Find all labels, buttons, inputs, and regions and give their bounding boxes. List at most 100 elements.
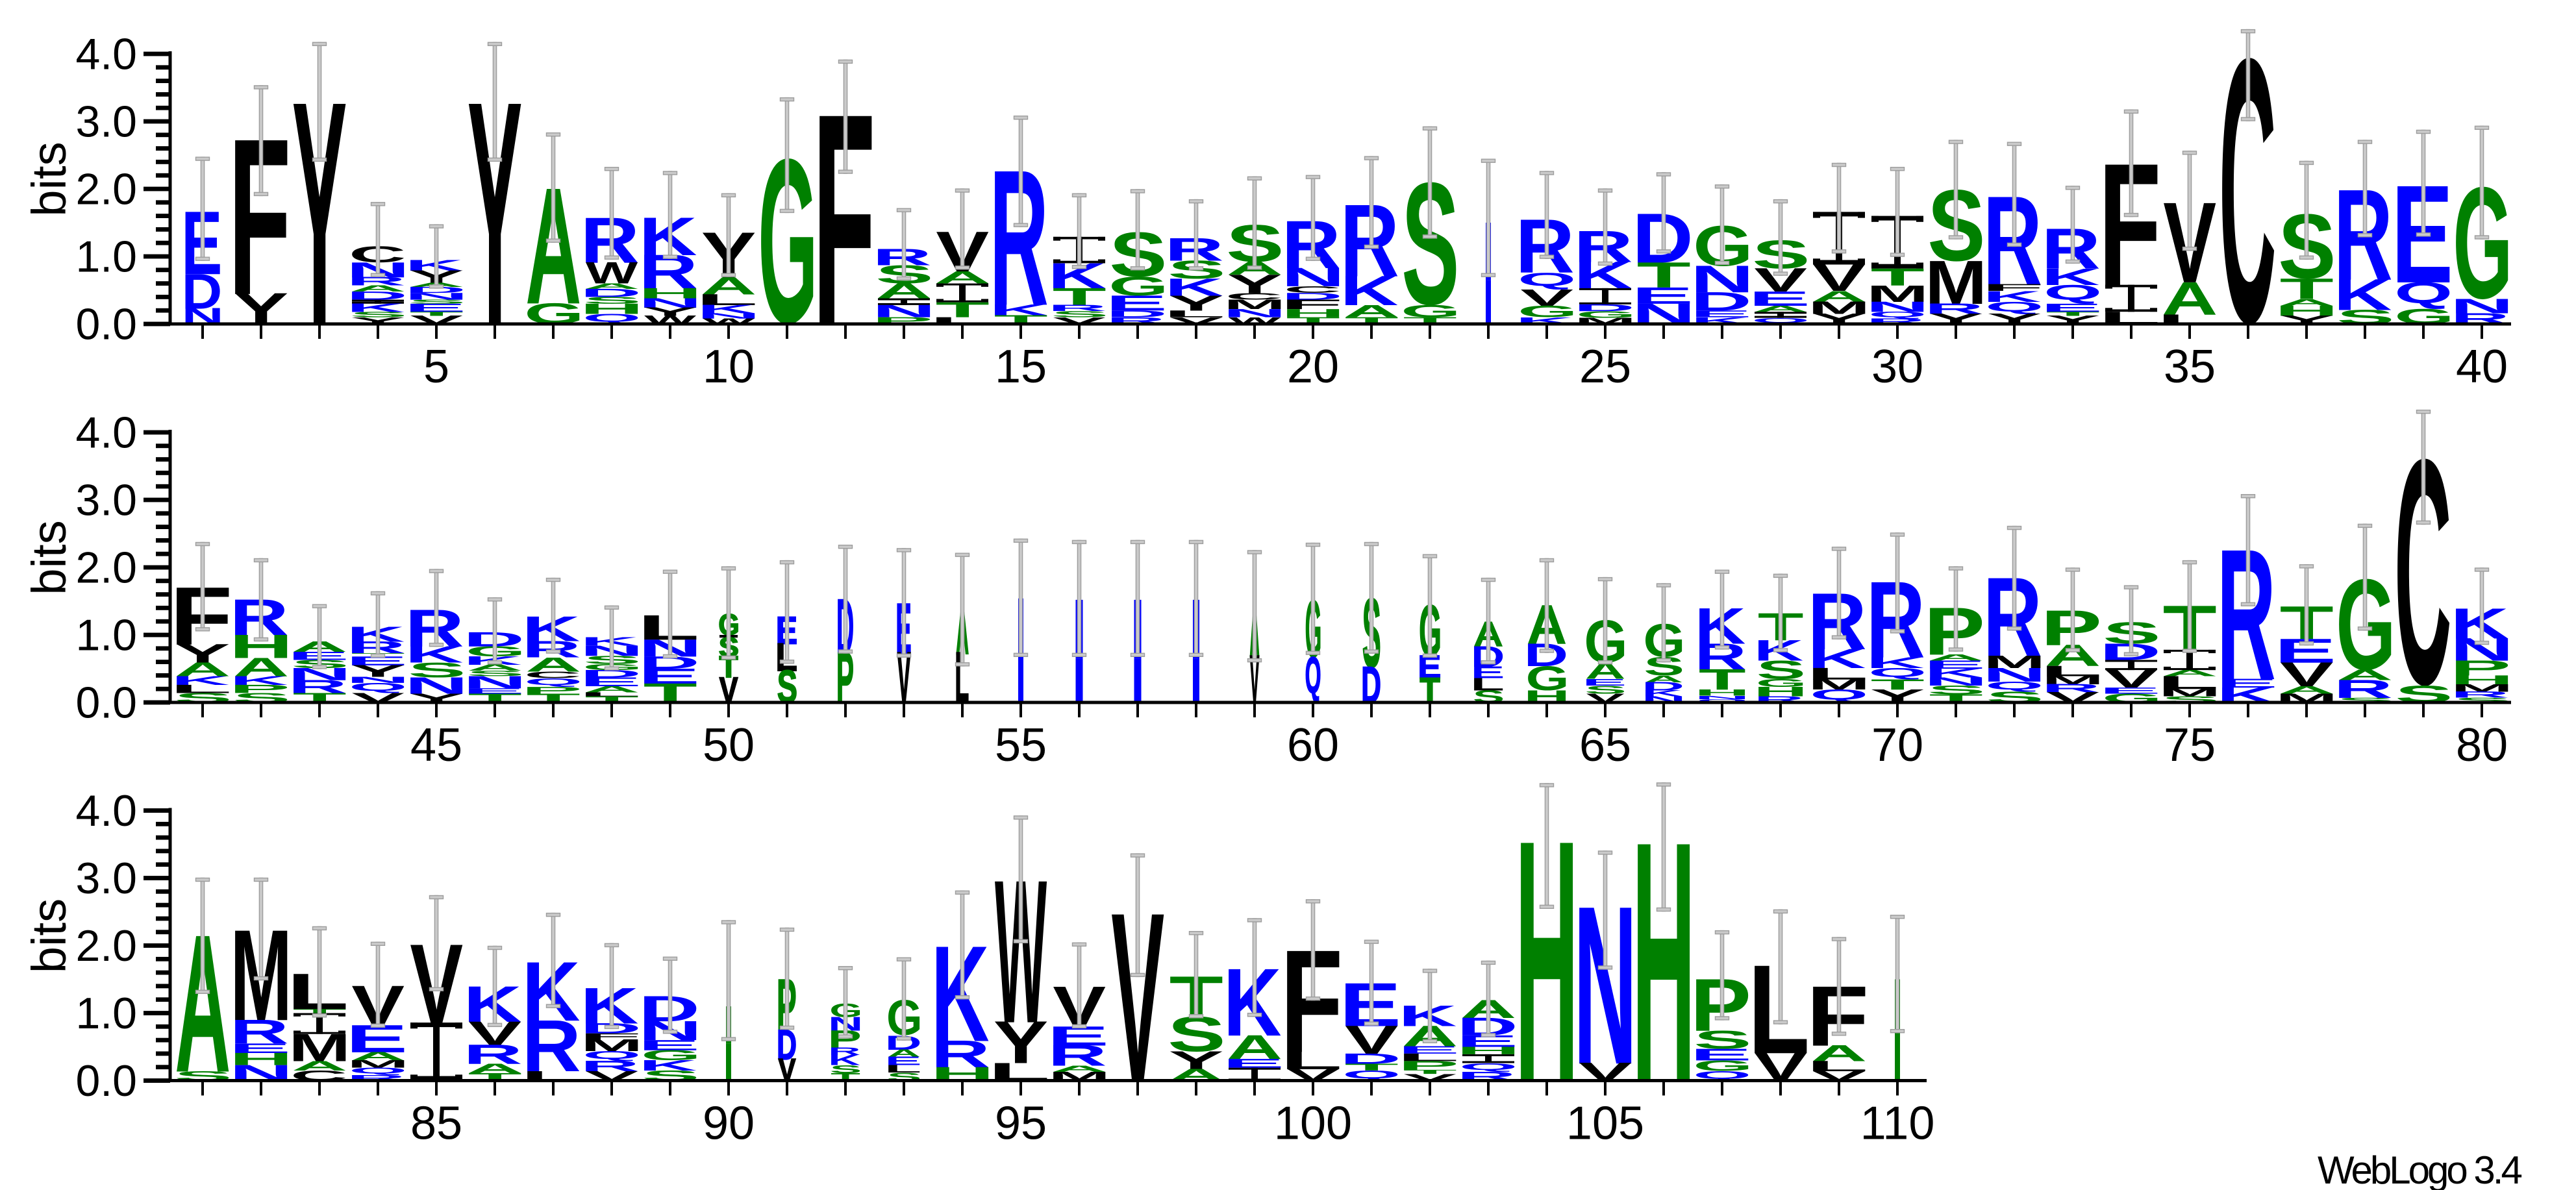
svg-text:A: A bbox=[2162, 668, 2218, 678]
svg-text:N: N bbox=[872, 301, 936, 321]
svg-text:N: N bbox=[1982, 663, 2046, 686]
svg-text:T: T bbox=[1403, 1069, 1457, 1075]
svg-text:L: L bbox=[170, 682, 232, 695]
svg-text:K: K bbox=[931, 917, 990, 1070]
svg-text:R: R bbox=[828, 1045, 860, 1058]
svg-text:A: A bbox=[1928, 652, 1984, 662]
svg-text:R: R bbox=[2451, 690, 2510, 700]
svg-text:L: L bbox=[1807, 1058, 1868, 1074]
svg-text:E: E bbox=[346, 654, 408, 668]
svg-text:K: K bbox=[1808, 643, 1866, 675]
svg-text:G: G bbox=[1518, 303, 1577, 321]
svg-text:P: P bbox=[1398, 1058, 1459, 1072]
svg-text:E: E bbox=[2099, 686, 2161, 695]
svg-text:D: D bbox=[1573, 303, 1634, 314]
svg-text:V: V bbox=[2280, 655, 2333, 694]
svg-text:Q: Q bbox=[1305, 647, 1321, 704]
svg-text:L: L bbox=[696, 291, 758, 308]
svg-text:10: 10 bbox=[703, 341, 755, 393]
svg-text:K: K bbox=[1399, 999, 1457, 1032]
svg-text:R: R bbox=[2334, 675, 2393, 703]
svg-text:80: 80 bbox=[2456, 719, 2508, 771]
svg-text:A: A bbox=[887, 1047, 921, 1060]
svg-text:L: L bbox=[1397, 1051, 1459, 1063]
svg-text:N: N bbox=[405, 291, 468, 302]
svg-text:L: L bbox=[955, 639, 969, 719]
svg-text:K: K bbox=[1165, 274, 1223, 301]
svg-text:50: 50 bbox=[703, 719, 755, 771]
svg-text:S: S bbox=[1927, 683, 1985, 697]
svg-text:0.0: 0.0 bbox=[75, 678, 137, 728]
svg-text:G: G bbox=[1756, 676, 1807, 689]
svg-text:T: T bbox=[1871, 264, 1925, 291]
svg-text:A: A bbox=[2279, 684, 2334, 697]
svg-text:V: V bbox=[1812, 256, 1866, 299]
svg-text:A: A bbox=[292, 1058, 347, 1074]
svg-text:S: S bbox=[408, 299, 466, 305]
svg-text:3.0: 3.0 bbox=[75, 854, 137, 903]
svg-text:N: N bbox=[697, 312, 760, 320]
svg-text:0.0: 0.0 bbox=[75, 1056, 137, 1106]
svg-text:Q: Q bbox=[349, 680, 407, 693]
svg-text:Q: Q bbox=[1868, 310, 1927, 319]
svg-text:N: N bbox=[1924, 675, 1988, 688]
svg-text:N: N bbox=[1281, 262, 1345, 292]
svg-text:Y: Y bbox=[1169, 1046, 1224, 1074]
svg-text:M: M bbox=[1866, 280, 1928, 307]
svg-text:G: G bbox=[1401, 302, 1460, 321]
svg-text:A: A bbox=[2279, 297, 2334, 308]
svg-text:E: E bbox=[580, 675, 642, 689]
svg-text:M: M bbox=[1925, 249, 1986, 317]
svg-text:R: R bbox=[1048, 303, 1107, 313]
svg-text:75: 75 bbox=[2164, 719, 2216, 771]
svg-text:S: S bbox=[2336, 697, 2394, 704]
svg-text:P: P bbox=[2450, 656, 2511, 680]
svg-text:55: 55 bbox=[995, 719, 1047, 771]
svg-text:L: L bbox=[1164, 308, 1225, 319]
svg-text:Y: Y bbox=[351, 662, 406, 680]
svg-text:D: D bbox=[1642, 680, 1684, 693]
svg-text:R: R bbox=[288, 676, 347, 697]
svg-text:Q: Q bbox=[1697, 699, 1747, 703]
svg-text:Q: Q bbox=[1810, 687, 1868, 703]
svg-text:H: H bbox=[638, 285, 702, 301]
svg-text:25: 25 bbox=[1579, 341, 1631, 393]
svg-text:A: A bbox=[175, 658, 231, 680]
svg-text:E: E bbox=[1106, 291, 1168, 315]
svg-text:R: R bbox=[581, 1058, 640, 1074]
svg-text:D: D bbox=[346, 289, 407, 302]
svg-text:K: K bbox=[697, 303, 756, 316]
svg-text:bits: bits bbox=[22, 899, 76, 973]
svg-text:Q: Q bbox=[582, 312, 641, 324]
svg-text:A: A bbox=[525, 652, 581, 676]
svg-text:60: 60 bbox=[1287, 719, 1339, 771]
svg-text:E: E bbox=[1690, 1045, 1752, 1064]
svg-text:K: K bbox=[230, 673, 288, 688]
svg-text:35: 35 bbox=[2164, 341, 2216, 393]
svg-text:A: A bbox=[350, 284, 406, 293]
svg-text:E: E bbox=[1749, 287, 1810, 310]
svg-text:M: M bbox=[288, 1026, 350, 1069]
svg-text:H: H bbox=[1457, 1045, 1520, 1057]
svg-text:95: 95 bbox=[995, 1098, 1047, 1150]
svg-text:L: L bbox=[1470, 675, 1505, 695]
svg-text:A: A bbox=[1811, 1041, 1867, 1066]
svg-text:15: 15 bbox=[995, 341, 1047, 393]
svg-text:G: G bbox=[1693, 1058, 1753, 1074]
svg-text:1.0: 1.0 bbox=[75, 232, 137, 282]
svg-text:K: K bbox=[1048, 256, 1107, 296]
svg-text:L: L bbox=[1807, 664, 1868, 683]
svg-text:P: P bbox=[521, 685, 582, 696]
svg-text:T: T bbox=[410, 310, 464, 317]
svg-text:K: K bbox=[1925, 666, 1983, 680]
svg-text:70: 70 bbox=[1871, 719, 1923, 771]
svg-text:S: S bbox=[1694, 1025, 1751, 1054]
svg-text:N: N bbox=[1223, 306, 1286, 319]
svg-text:E: E bbox=[229, 1041, 291, 1056]
svg-text:T: T bbox=[1871, 676, 1925, 693]
svg-text:H: H bbox=[1694, 688, 1750, 697]
svg-text:D: D bbox=[182, 264, 223, 319]
svg-text:K: K bbox=[1642, 689, 1682, 699]
svg-text:L: L bbox=[2040, 663, 2102, 679]
svg-text:V: V bbox=[2105, 665, 2158, 693]
